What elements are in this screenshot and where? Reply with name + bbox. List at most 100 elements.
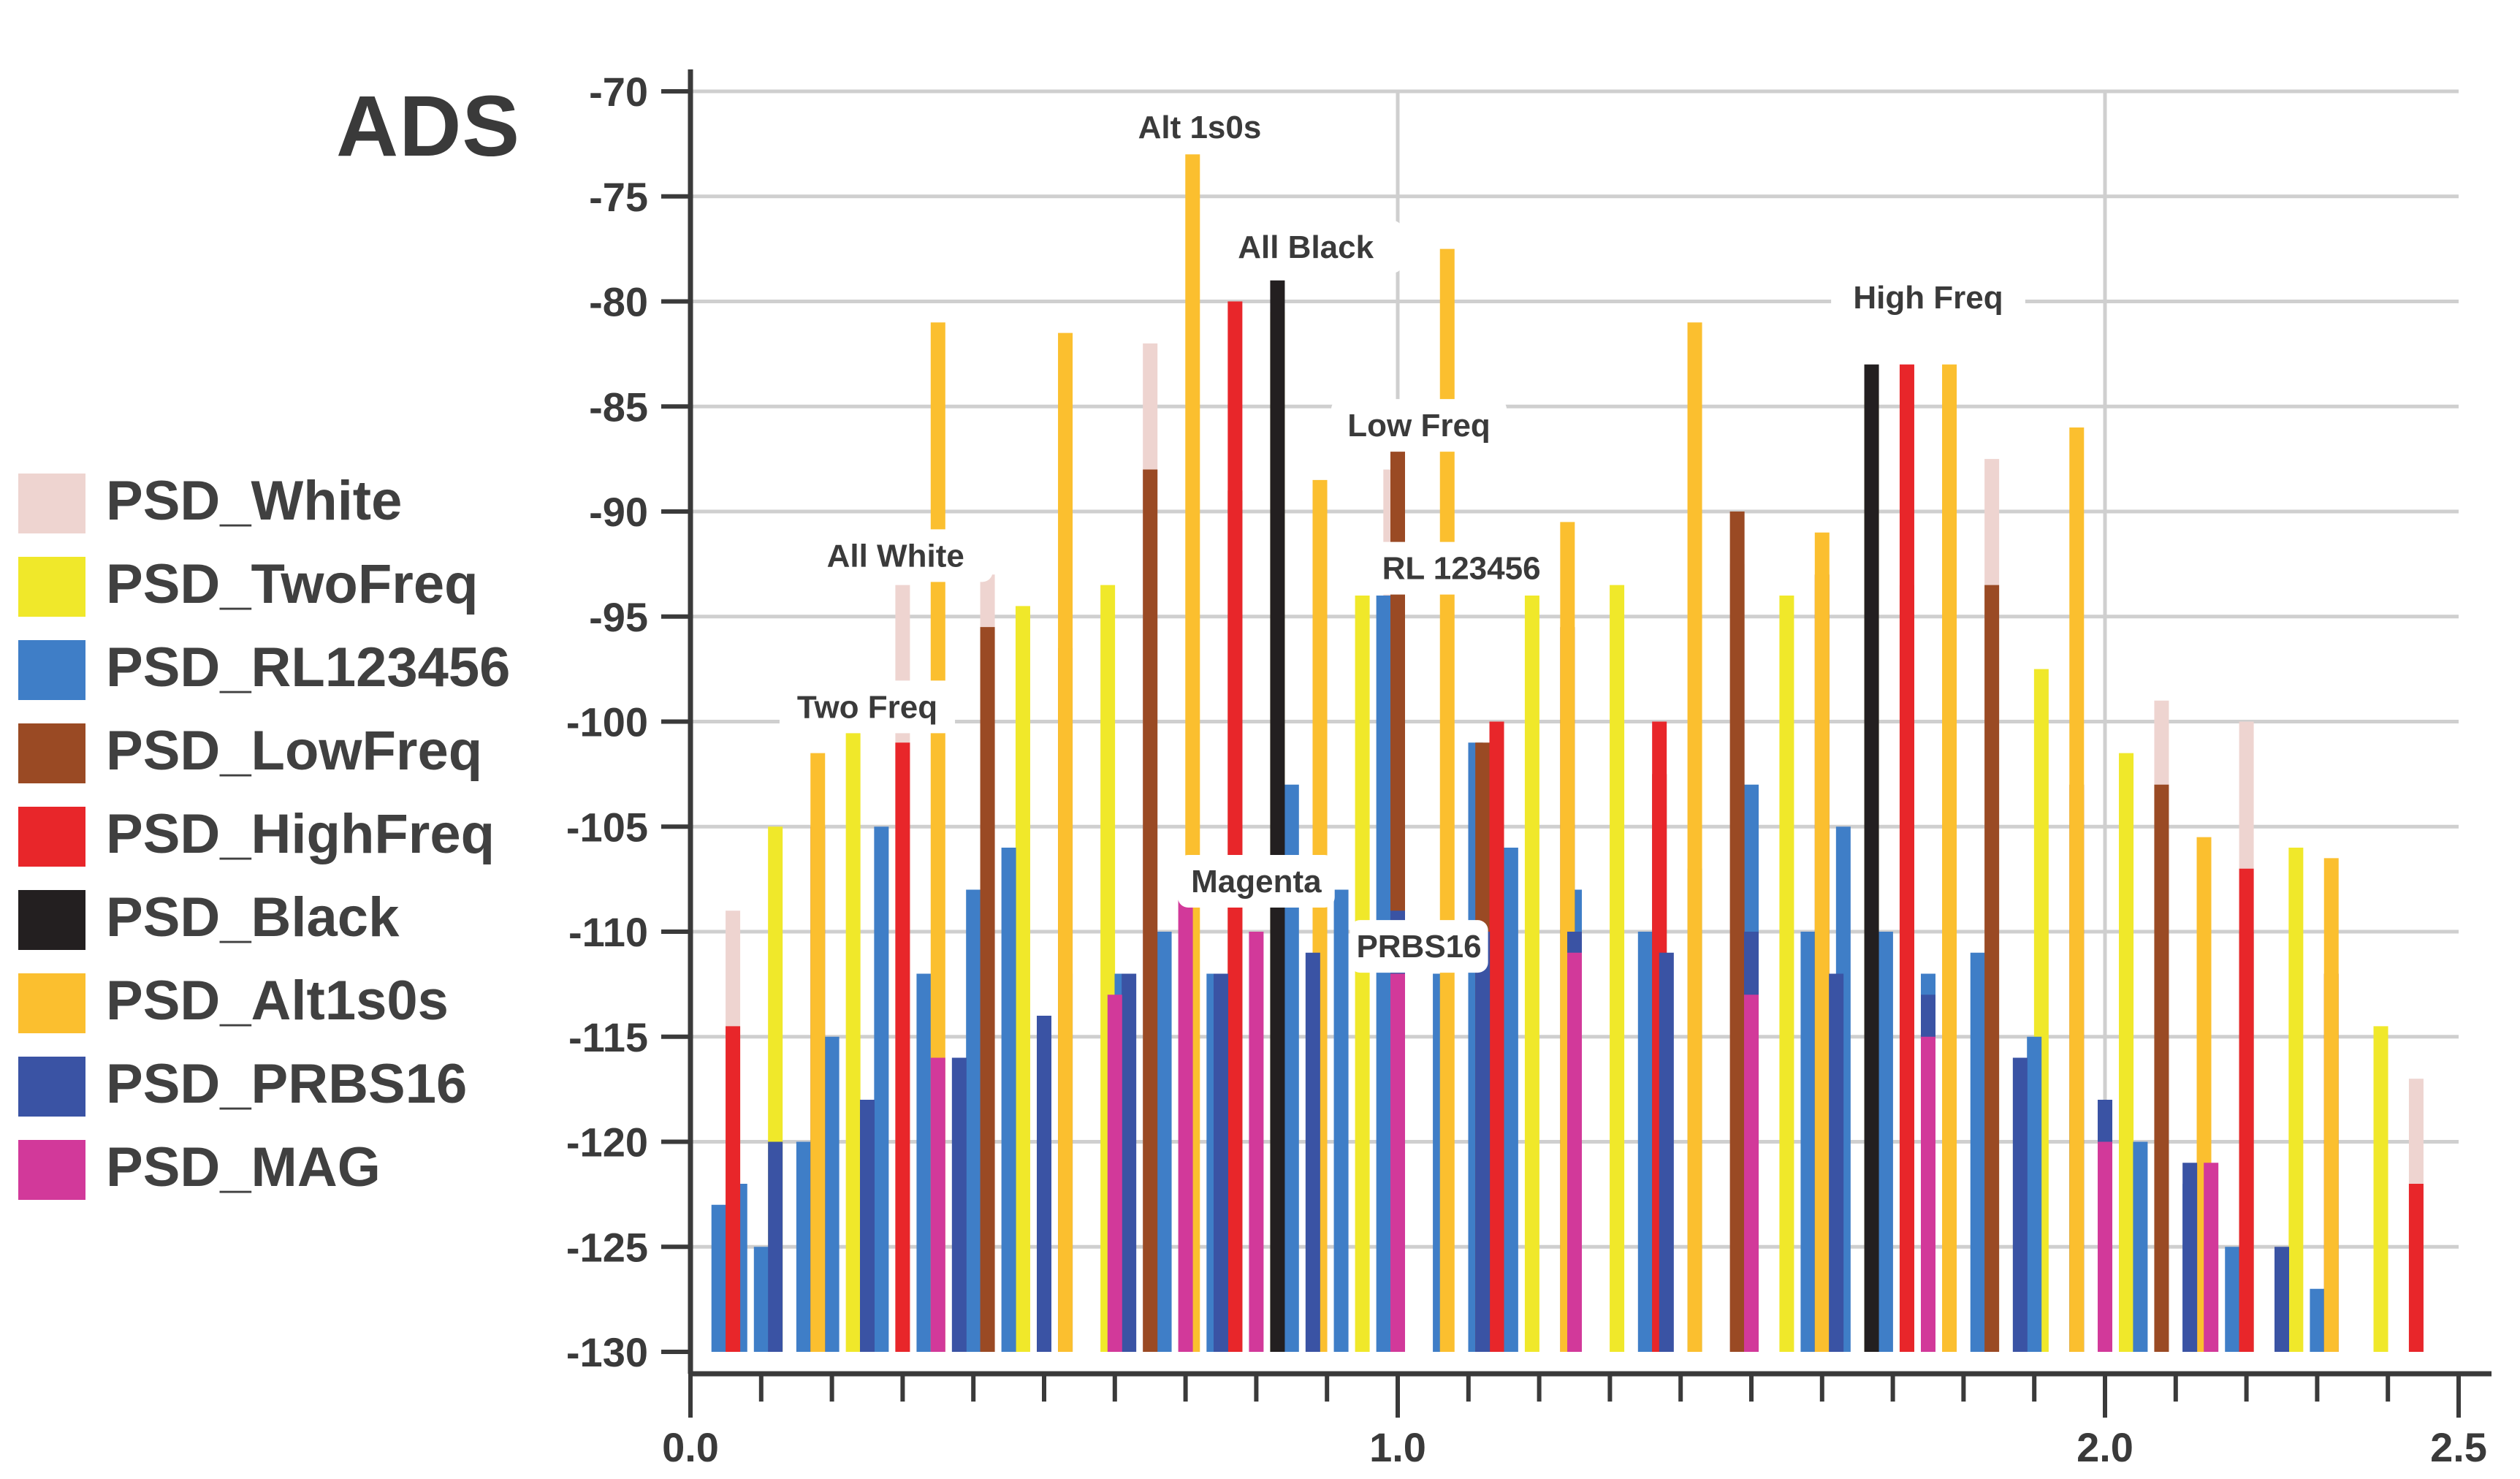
bar-psd-prbs16 bbox=[768, 1141, 783, 1352]
annotation-box bbox=[1111, 100, 1288, 153]
bar-psd-highfreq bbox=[2239, 868, 2254, 1352]
legend-swatch bbox=[18, 807, 85, 867]
bar-psd-prbs16 bbox=[2182, 1163, 2198, 1352]
bar-psd-highfreq bbox=[2408, 1184, 2424, 1352]
bar-psd-rl123456 bbox=[1376, 596, 1391, 1352]
annotation-box bbox=[798, 529, 993, 582]
annotation-label: RL 123456 bbox=[1382, 551, 1541, 587]
y-tick-label: -120 bbox=[566, 1119, 648, 1166]
y-tick-label: -90 bbox=[589, 489, 648, 535]
bar-psd-alt1s0s bbox=[1439, 248, 1455, 1352]
bar-psd-prbs16 bbox=[1305, 952, 1320, 1352]
y-tick-label: -130 bbox=[566, 1329, 648, 1375]
bar-psd-prbs16 bbox=[2012, 1057, 2028, 1352]
annotation-box bbox=[1831, 270, 2025, 324]
legend-label: PSD_MAG bbox=[106, 1136, 381, 1198]
bar-psd-rl123456 bbox=[1800, 932, 1816, 1352]
bar-psd-rl123456 bbox=[1503, 848, 1518, 1352]
legend-label: PSD_HighFreq bbox=[106, 803, 495, 865]
bar-psd-lowfreq bbox=[980, 627, 995, 1352]
bar-psd-black bbox=[1270, 280, 1285, 1352]
bar-psd-mag bbox=[1567, 952, 1582, 1352]
legend-item-prbs16: PSD_PRBS16 bbox=[18, 1051, 544, 1117]
bar-psd-rl123456 bbox=[1284, 784, 1299, 1352]
bar-psd-lowfreq bbox=[1729, 512, 1745, 1352]
bar-psd-twofreq bbox=[2373, 1026, 2388, 1352]
bar-psd-rl123456 bbox=[2133, 1141, 2148, 1352]
legend-swatch bbox=[18, 973, 85, 1033]
legend-item-twofreq: PSD_TwoFreq bbox=[18, 551, 544, 617]
bar-psd-lowfreq bbox=[2154, 784, 2169, 1352]
legend-label: PSD_Alt1s0s bbox=[106, 970, 449, 1032]
annotation-label: All Black bbox=[1238, 229, 1374, 265]
bar-psd-prbs16 bbox=[2275, 1247, 2289, 1352]
y-tick-label: -85 bbox=[589, 384, 648, 430]
legend-label: PSD_RL123456 bbox=[106, 636, 511, 699]
bar-psd-rl123456 bbox=[2225, 1247, 2240, 1352]
annotation-box bbox=[1208, 220, 1403, 273]
legend-label: PSD_Black bbox=[106, 886, 400, 948]
y-tick-label: -125 bbox=[566, 1224, 648, 1270]
bar-psd-rl123456 bbox=[1001, 848, 1016, 1352]
bar-psd-rl123456 bbox=[1970, 952, 1985, 1352]
legend-label: PSD_White bbox=[106, 470, 403, 532]
y-tick-label: -75 bbox=[589, 174, 648, 220]
annotation-label: Alt 1s0s bbox=[1138, 110, 1262, 145]
bar-psd-highfreq bbox=[1227, 301, 1243, 1352]
chart-title: ADS bbox=[336, 78, 521, 175]
legend-swatch bbox=[18, 474, 85, 533]
bar-psd-mag bbox=[930, 1057, 945, 1352]
bar-psd-alt1s0s bbox=[1814, 532, 1830, 1352]
y-tick-label: -70 bbox=[589, 69, 648, 115]
legend-label: PSD_PRBS16 bbox=[106, 1053, 468, 1115]
x-tick-label: 2.5 bbox=[2430, 1424, 2487, 1470]
y-tick-label: -80 bbox=[589, 279, 648, 325]
bar-psd-twofreq bbox=[845, 731, 861, 1352]
bar-psd-twofreq bbox=[2288, 848, 2304, 1352]
bar-psd-twofreq bbox=[1610, 585, 1625, 1352]
bar-psd-highfreq bbox=[1899, 364, 1914, 1352]
bar-psd-rl123456 bbox=[2027, 1036, 2042, 1352]
x-tick-label: 1.0 bbox=[1369, 1424, 1426, 1470]
legend-item-alt1s0s: PSD_Alt1s0s bbox=[18, 967, 544, 1033]
y-tick-label: -115 bbox=[568, 1014, 648, 1060]
bar-psd-rl123456 bbox=[2310, 1288, 2325, 1352]
bar-psd-prbs16 bbox=[1037, 1016, 1051, 1352]
bar-psd-highfreq bbox=[726, 1026, 741, 1352]
legend-item-lowfreq: PSD_LowFreq bbox=[18, 718, 544, 783]
bar-psd-alt1s0s bbox=[2323, 858, 2339, 1352]
bar-psd-rl123456 bbox=[824, 1036, 840, 1352]
bar-psd-alt1s0s bbox=[810, 753, 826, 1352]
annotation-box bbox=[1364, 541, 1558, 595]
bar-psd-mag bbox=[1390, 973, 1405, 1352]
annotation-box bbox=[779, 680, 956, 734]
bar-psd-mag bbox=[2098, 1141, 2112, 1352]
bar-psd-rl123456 bbox=[1157, 932, 1172, 1352]
annotation-label: High Freq bbox=[1853, 280, 2003, 316]
legend-label: PSD_TwoFreq bbox=[106, 553, 479, 615]
bar-psd-rl123456 bbox=[1637, 932, 1653, 1352]
bar-psd-mag bbox=[1178, 889, 1193, 1352]
bar-psd-twofreq bbox=[1779, 596, 1794, 1352]
bar-psd-highfreq bbox=[895, 742, 910, 1352]
bar-psd-twofreq bbox=[1524, 596, 1539, 1352]
bar-psd-rl123456 bbox=[966, 889, 981, 1352]
legend-swatch bbox=[18, 1057, 85, 1117]
bar-psd-mag bbox=[1921, 1036, 1935, 1352]
annotation-label: All White bbox=[827, 538, 964, 574]
annotation-box bbox=[1331, 399, 1507, 452]
bar-psd-prbs16 bbox=[951, 1057, 967, 1352]
bar-psd-rl123456 bbox=[753, 1247, 769, 1352]
y-tick-label: -95 bbox=[589, 594, 648, 640]
bar-psd-prbs16 bbox=[1829, 973, 1844, 1352]
legend-swatch bbox=[18, 640, 85, 700]
bar-psd-twofreq bbox=[1355, 596, 1370, 1352]
bar-psd-rl123456 bbox=[1878, 932, 1893, 1352]
annotation-box bbox=[1350, 920, 1488, 973]
annotation-box bbox=[1178, 855, 1335, 908]
bars-layer bbox=[711, 154, 2424, 1352]
bar-psd-prbs16 bbox=[1122, 973, 1137, 1352]
bar-psd-prbs16 bbox=[1659, 952, 1674, 1352]
bar-psd-alt1s0s bbox=[1687, 322, 1702, 1352]
